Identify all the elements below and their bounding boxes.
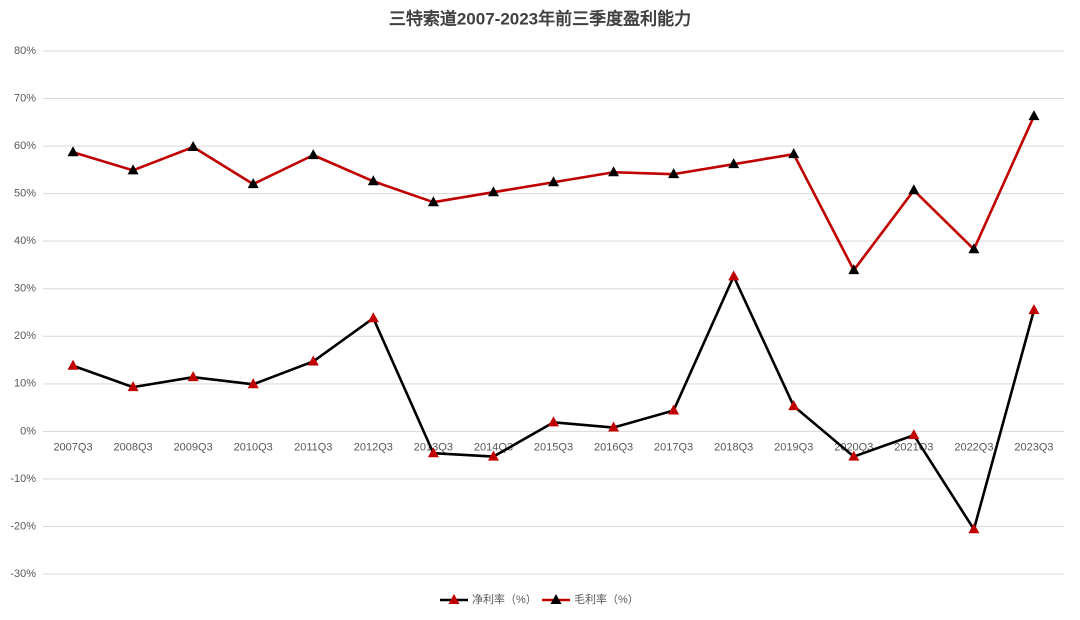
x-tick-label: 2015Q3: [534, 441, 573, 453]
x-tick-label: 2010Q3: [234, 441, 273, 453]
marker: [247, 178, 259, 189]
marker: [187, 141, 199, 152]
y-tick-label: 20%: [14, 330, 36, 342]
y-tick-label: -10%: [10, 473, 36, 485]
marker: [788, 400, 800, 411]
marker: [788, 148, 800, 159]
legend-label: 净利率（%）: [472, 592, 537, 606]
marker: [67, 359, 79, 370]
series-line: [72, 275, 1036, 531]
marker: [968, 243, 980, 254]
marker: [608, 166, 620, 177]
y-tick-label: -30%: [10, 568, 36, 580]
marker: [848, 450, 860, 461]
marker: [908, 184, 920, 195]
marker: [367, 312, 379, 323]
marker: [668, 168, 680, 179]
x-tick-label: 2019Q3: [774, 441, 813, 453]
legend-marker: [448, 594, 460, 604]
marker: [548, 176, 559, 187]
marker: [728, 158, 740, 169]
marker: [307, 149, 319, 160]
x-tick-label: 2007Q3: [53, 441, 92, 453]
x-tick-label: 2017Q3: [654, 441, 693, 453]
x-tick-label: 2023Q3: [1014, 441, 1053, 453]
x-tick-label: 2020Q3: [834, 441, 873, 453]
marker: [487, 186, 499, 197]
y-tick-label: 0%: [20, 425, 36, 437]
marker: [187, 371, 199, 382]
marker: [728, 270, 740, 281]
y-tick-label: 70%: [14, 92, 36, 104]
x-tick-label: 2018Q3: [714, 441, 753, 453]
x-tick-label: 2009Q3: [174, 441, 213, 453]
marker: [908, 429, 920, 440]
y-tick-label: 50%: [14, 188, 36, 200]
x-tick-label: 2022Q3: [954, 441, 993, 453]
marker: [1028, 110, 1040, 121]
chart-title: 三特索道2007-2023年前三季度盈利能力: [389, 8, 691, 28]
marker: [247, 378, 259, 389]
legend-marker: [550, 594, 562, 604]
x-tick-label: 2021Q3: [894, 441, 933, 453]
marker: [968, 523, 980, 534]
marker: [67, 146, 79, 157]
marker: [487, 450, 499, 461]
y-tick-label: 10%: [14, 378, 36, 390]
marker: [548, 416, 559, 427]
y-tick-label: 30%: [14, 283, 36, 295]
marker: [367, 175, 379, 186]
marker: [127, 381, 139, 392]
marker: [608, 421, 620, 432]
legend-label: 毛利率（%）: [574, 592, 639, 606]
x-tick-label: 2008Q3: [114, 441, 153, 453]
x-tick-label: 2016Q3: [594, 441, 633, 453]
y-tick-label: 60%: [14, 140, 36, 152]
x-tick-label: 2011Q3: [294, 441, 332, 453]
marker: [307, 355, 319, 366]
x-tick-label: 2012Q3: [354, 441, 393, 453]
y-tick-label: 40%: [14, 235, 36, 247]
y-tick-label: -20%: [10, 520, 36, 532]
marker: [1028, 304, 1040, 315]
marker: [668, 404, 680, 415]
marker: [127, 164, 139, 175]
marker: [848, 264, 860, 275]
marker: [427, 196, 439, 207]
y-tick-label: 80%: [14, 45, 36, 57]
marker: [427, 447, 439, 458]
